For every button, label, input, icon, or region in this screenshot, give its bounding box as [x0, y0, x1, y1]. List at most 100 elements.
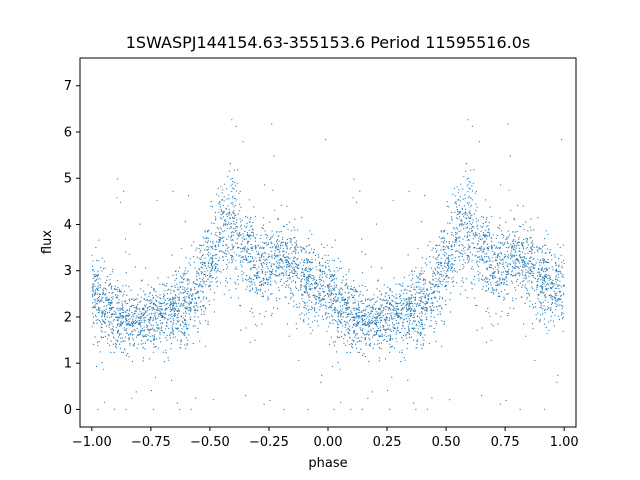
data-point: [202, 263, 204, 265]
data-point: [392, 324, 394, 326]
data-point: [155, 317, 157, 319]
data-point: [320, 381, 322, 383]
data-point: [158, 308, 160, 310]
data-point: [282, 244, 284, 246]
data-point: [211, 255, 213, 257]
data-point: [393, 277, 395, 279]
data-point: [304, 275, 306, 278]
data-point: [406, 302, 408, 304]
data-point: [433, 306, 435, 308]
data-point: [394, 309, 396, 311]
data-point: [174, 286, 176, 288]
data-point: [378, 342, 380, 344]
data-point: [210, 201, 212, 203]
data-point: [464, 194, 466, 196]
data-point: [398, 315, 400, 317]
data-point: [519, 256, 521, 258]
data-point: [95, 303, 97, 305]
data-point: [512, 248, 515, 250]
data-point: [440, 273, 442, 275]
data-point: [480, 225, 482, 227]
data-point: [392, 309, 395, 311]
data-point: [421, 312, 423, 314]
data-point: [486, 269, 488, 271]
data-point: [278, 240, 280, 242]
data-point: [321, 243, 323, 245]
data-point: [475, 203, 477, 205]
data-point: [538, 261, 541, 263]
data-point: [537, 271, 539, 273]
data-point: [454, 268, 456, 270]
data-point: [180, 247, 183, 249]
data-point: [462, 238, 464, 240]
data-point: [261, 264, 263, 266]
data-point: [302, 248, 304, 250]
data-point: [326, 312, 328, 314]
data-point: [341, 297, 343, 299]
data-point: [390, 315, 392, 317]
data-point: [280, 259, 282, 262]
data-point: [295, 271, 297, 273]
data-point: [235, 214, 237, 216]
data-point: [170, 301, 172, 303]
data-point: [495, 276, 497, 279]
data-point: [337, 331, 339, 333]
data-point: [493, 271, 495, 273]
data-point: [140, 288, 142, 290]
data-point: [196, 270, 198, 272]
data-point: [522, 284, 524, 286]
data-point: [199, 340, 201, 342]
data-point: [419, 297, 421, 299]
data-point: [557, 243, 559, 245]
data-point: [275, 256, 277, 258]
data-point: [101, 331, 103, 333]
data-point: [292, 272, 294, 274]
data-point: [404, 314, 406, 316]
data-point: [342, 305, 344, 307]
data-point: [388, 327, 390, 329]
data-point: [538, 247, 540, 249]
data-point: [175, 323, 177, 325]
data-point: [348, 291, 350, 293]
data-point: [117, 309, 119, 311]
data-point: [152, 319, 154, 322]
data-point: [260, 269, 262, 271]
data-point: [124, 238, 127, 240]
data-point: [444, 237, 446, 239]
data-point: [115, 345, 117, 347]
data-point: [269, 221, 271, 223]
data-point: [313, 282, 316, 284]
data-point: [459, 223, 461, 225]
data-point: [320, 303, 322, 305]
data-point: [262, 283, 264, 285]
data-point: [502, 263, 504, 266]
data-point: [256, 260, 258, 262]
data-point: [234, 204, 236, 206]
data-point: [211, 206, 214, 208]
data-point: [500, 230, 502, 232]
data-point: [469, 206, 471, 208]
data-point: [427, 301, 429, 303]
data-point: [220, 186, 222, 188]
data-point: [408, 290, 410, 292]
data-point: [348, 343, 351, 345]
data-point: [353, 301, 355, 303]
data-point: [201, 313, 203, 315]
data-point: [535, 314, 537, 316]
data-point: [526, 238, 528, 240]
data-point: [406, 292, 408, 294]
data-point: [118, 302, 120, 304]
data-point: [317, 296, 319, 298]
data-point: [331, 307, 333, 309]
data-point: [356, 341, 358, 343]
data-point: [441, 345, 443, 347]
data-point: [477, 274, 479, 276]
data-point: [92, 286, 95, 288]
data-point: [353, 280, 355, 282]
data-point: [455, 236, 457, 238]
data-point: [321, 273, 323, 275]
data-point: [104, 331, 106, 333]
data-point: [426, 289, 428, 291]
data-point: [297, 229, 299, 231]
data-point: [491, 248, 493, 250]
